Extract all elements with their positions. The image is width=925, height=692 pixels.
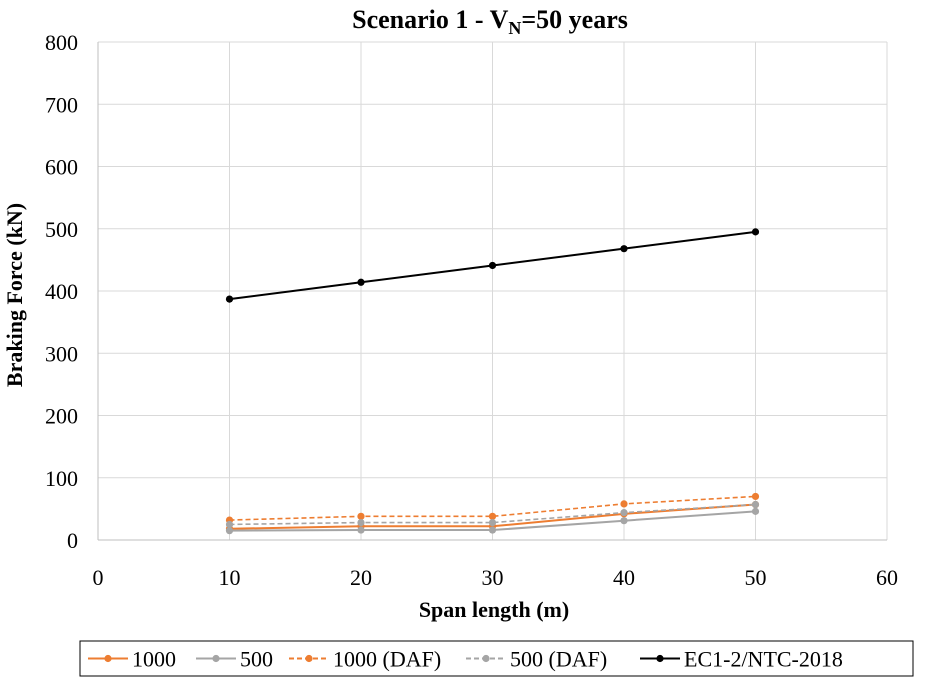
series-3-point-2 bbox=[488, 518, 497, 527]
x-axis-title: Span length (m) bbox=[419, 597, 569, 622]
y-tick-label-700: 700 bbox=[45, 92, 78, 117]
series-3-point-3 bbox=[620, 509, 628, 517]
series-2-point-3 bbox=[620, 500, 628, 508]
legend-marker-2 bbox=[305, 654, 313, 663]
y-tick-label-200: 200 bbox=[45, 404, 78, 429]
grid bbox=[98, 41, 888, 540]
y-tick-label-0: 0 bbox=[67, 528, 78, 553]
legend-marker-1 bbox=[212, 654, 220, 663]
legend: 1000 500 1000 (DAF) 500 (DAF) EC1-2/NTC-2018 bbox=[79, 640, 914, 677]
legend-label-0: 1000 bbox=[132, 647, 176, 672]
series-2-point-2 bbox=[488, 512, 497, 520]
legend-label-1: 500 bbox=[240, 647, 273, 672]
series-2-point-1 bbox=[357, 512, 365, 520]
series-4-point-0 bbox=[225, 295, 234, 303]
chart-title: Scenario 1 - VN=50 years bbox=[352, 5, 628, 38]
series-3-point-1 bbox=[357, 518, 365, 527]
series-1-point-0 bbox=[225, 527, 234, 535]
series-3-point-4 bbox=[751, 500, 760, 509]
chart-title-main: Scenario 1 - V bbox=[352, 5, 508, 34]
legend-marker-3 bbox=[482, 654, 490, 663]
series-1-point-2 bbox=[488, 526, 497, 534]
x-tick-label-40: 40 bbox=[613, 565, 635, 590]
series-2-point-4 bbox=[751, 492, 760, 501]
y-tick-label-600: 600 bbox=[45, 155, 78, 180]
x-tick-label-30: 30 bbox=[482, 565, 504, 590]
series-layer bbox=[225, 228, 760, 535]
series-1-point-3 bbox=[620, 517, 628, 525]
chart-title-suffix: =50 years bbox=[521, 5, 628, 34]
y-tick-label-500: 500 bbox=[45, 217, 78, 242]
y-tick-label-300: 300 bbox=[45, 341, 78, 366]
x-tick-label-50: 50 bbox=[745, 565, 767, 590]
chart-title-subscript: N bbox=[508, 18, 521, 38]
series-4-point-3 bbox=[620, 245, 628, 253]
legend-marker-4 bbox=[656, 654, 664, 663]
x-tick-label-20: 20 bbox=[350, 565, 372, 590]
series-4-point-1 bbox=[357, 278, 365, 286]
y-tick-label-800: 800 bbox=[45, 30, 78, 55]
legend-label-3: 500 (DAF) bbox=[510, 647, 607, 672]
legend-label-4: EC1-2/NTC-2018 bbox=[684, 647, 843, 672]
x-tick-label-60: 60 bbox=[876, 565, 898, 590]
axes bbox=[97, 42, 887, 541]
y-tick-label-100: 100 bbox=[45, 466, 78, 491]
series-1-point-4 bbox=[751, 507, 760, 515]
x-tick-label-0: 0 bbox=[93, 565, 104, 590]
legend-marker-0 bbox=[104, 654, 112, 663]
series-3-point-0 bbox=[225, 520, 234, 529]
series-4-point-2 bbox=[488, 261, 497, 270]
series-4-point-4 bbox=[751, 228, 760, 236]
legend-label-2: 1000 (DAF) bbox=[333, 647, 441, 672]
x-tick-label-10: 10 bbox=[219, 565, 241, 590]
y-tick-label-400: 400 bbox=[45, 279, 78, 304]
series-1-point-1 bbox=[357, 526, 365, 534]
y-axis-title: Braking Force (kN) bbox=[2, 203, 27, 387]
